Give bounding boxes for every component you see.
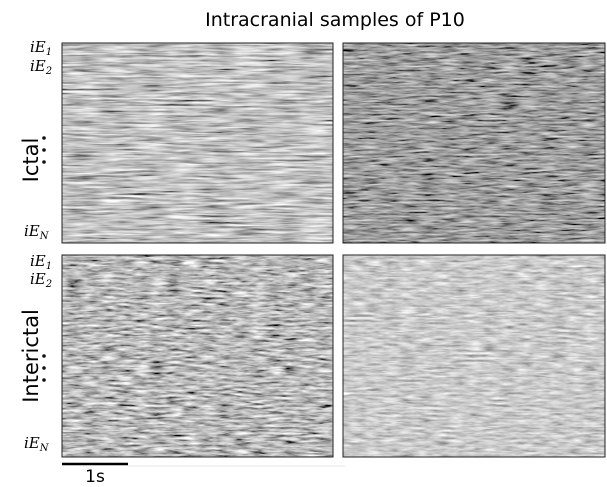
row-label: Interictal [19,309,43,403]
figure-title: Intracranial samples of P10 [205,9,465,31]
electrode-label: iEN [24,222,50,242]
scale-bar-label: 1s [85,467,105,487]
interictal-panel-b [343,255,605,457]
ictal-panel-a [62,43,333,243]
electrode-label: iE2 [30,57,52,77]
electrode-label: iE1 [30,38,52,58]
ellipsis [42,136,46,382]
electrode-label: iE2 [30,270,52,290]
interictal-panel-a [62,255,333,457]
panel-borders [61,42,606,458]
row-label: Ictal [19,138,43,183]
electrode-label: iEN [24,434,50,454]
ictal-panel-b [343,43,605,243]
electrode-label: iE1 [30,252,52,272]
